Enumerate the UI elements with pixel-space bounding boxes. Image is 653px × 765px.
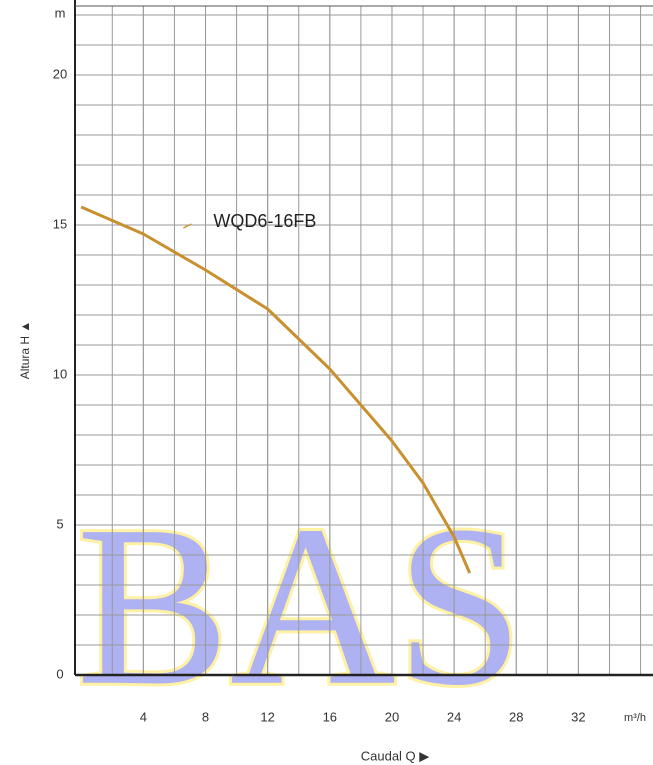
- series-label: WQD6-16FB: [213, 211, 316, 231]
- x-tick-label: 8: [202, 709, 209, 724]
- y-tick-label: 15: [53, 216, 67, 231]
- x-tick-label: 20: [385, 709, 399, 724]
- x-tick-label: 24: [447, 709, 461, 724]
- y-unit: m: [55, 5, 66, 20]
- x-tick-label: 4: [140, 709, 147, 724]
- x-tick-label: 12: [260, 709, 274, 724]
- x-axis-label: Caudal Q ▶: [361, 748, 430, 763]
- x-tick-label: 16: [323, 709, 337, 724]
- y-tick-label: 20: [53, 66, 67, 81]
- y-tick-label: 0: [56, 666, 63, 681]
- leader-line: [183, 223, 192, 229]
- watermark: BAS: [76, 478, 523, 733]
- y-tick-label: 10: [53, 366, 67, 381]
- x-unit: m³/h: [624, 712, 646, 724]
- y-axis-label: Altura H ▲: [18, 321, 32, 380]
- y-tick-label: 5: [56, 516, 63, 531]
- x-tick-label: 32: [571, 709, 585, 724]
- curve: [80, 205, 472, 574]
- x-tick-label: 28: [509, 709, 523, 724]
